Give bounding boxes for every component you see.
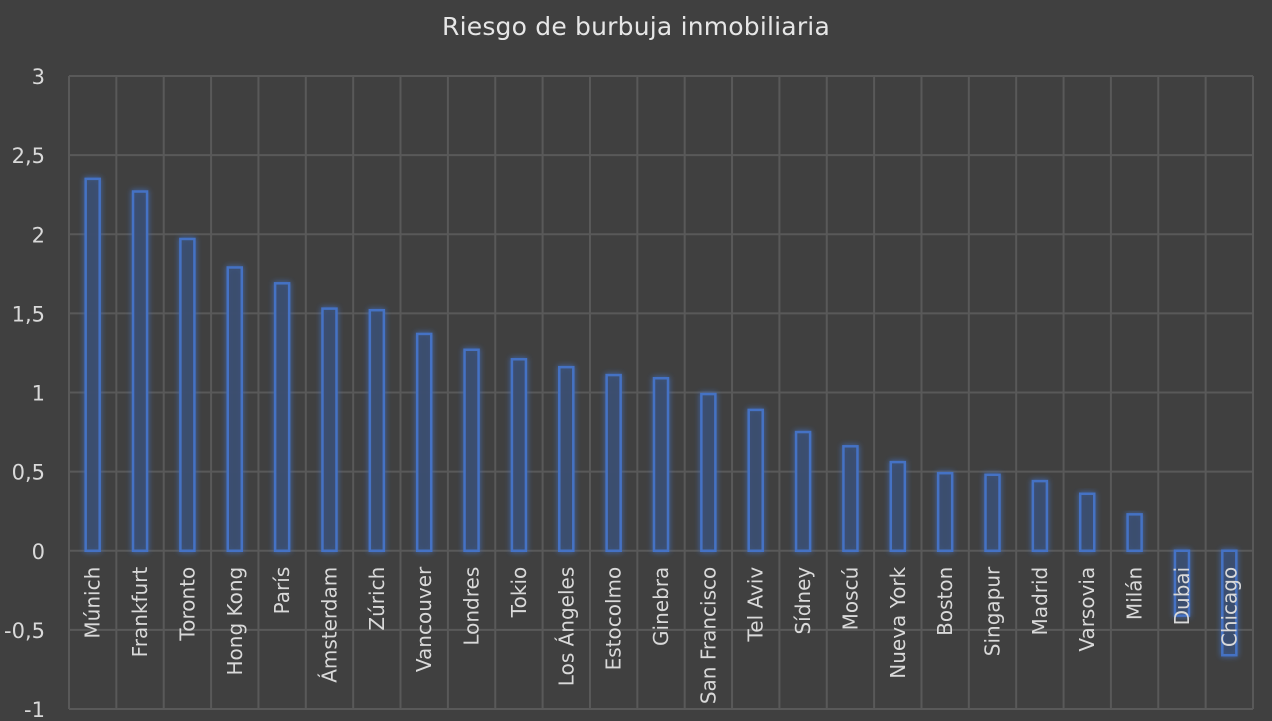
bar-frankfurt	[131, 190, 149, 553]
x-tick-label: Frankfurt	[128, 567, 152, 658]
bar-singapur	[984, 473, 1001, 553]
bar-ámsterdam	[321, 307, 338, 552]
y-tick-label: 0	[32, 540, 45, 564]
x-tick-label: Los Ángeles	[554, 567, 578, 686]
bar-tel-aviv	[747, 408, 764, 552]
x-tick-label: Londres	[460, 567, 484, 646]
x-tick-label: Sídney	[791, 567, 815, 635]
bar-múnich	[84, 177, 101, 553]
x-tick-label: Boston	[933, 567, 957, 636]
y-tick-label: -1	[24, 698, 45, 721]
x-tick-label: Singapur	[981, 566, 1005, 656]
x-tick-label: Nueva York	[886, 566, 910, 678]
x-tick-label: Dubai	[1170, 567, 1194, 626]
gridlines	[68, 75, 1254, 710]
y-tick-label: 2,5	[12, 144, 45, 168]
bar-ginebra	[652, 377, 670, 552]
bar-dubai	[1173, 549, 1191, 617]
x-tick-label: Tel Aviv	[744, 567, 768, 643]
bar-madrid	[1031, 479, 1049, 552]
bar-milán	[1126, 513, 1143, 552]
x-tick-label: Estocolmo	[602, 567, 626, 671]
x-tick-label: Toronto	[175, 567, 199, 642]
bar-hong-kong	[226, 266, 244, 552]
bar-vancouver	[415, 332, 433, 553]
x-tick-label: San Francisco	[696, 567, 720, 704]
bar-tokio	[510, 358, 528, 552]
x-tick-label: Hong Kong	[223, 567, 247, 676]
x-tick-label: Ginebra	[649, 567, 673, 646]
x-tick-label: Ámsterdam	[317, 567, 341, 683]
x-tick-label: Chicago	[1217, 567, 1241, 647]
chart-title: Riesgo de burbuja inmobiliaria	[442, 12, 830, 41]
x-axis-labels: Múnich Frankfurt Toronto Hong Kong París Ámst…	[81, 566, 1242, 704]
y-axis-labels: 3 2,5 2 1,5 1 0,5 0 -0,5 -1	[4, 65, 45, 721]
x-tick-label: Tokio	[507, 567, 531, 618]
y-tick-label: -0,5	[4, 619, 45, 643]
bar-los-ángeles	[558, 365, 575, 552]
x-tick-label: Múnich	[81, 567, 105, 639]
y-tick-label: 1,5	[12, 302, 45, 326]
y-tick-label: 3	[32, 65, 45, 89]
bar-moscú	[842, 445, 859, 552]
bar-estocolmo	[605, 373, 622, 552]
y-tick-label: 0,5	[12, 461, 45, 485]
bar-varsovia	[1078, 492, 1096, 552]
x-tick-label: Moscú	[838, 567, 862, 631]
x-tick-label: Madrid	[1028, 567, 1052, 636]
bar-san-francisco	[700, 392, 717, 552]
bar-londres	[463, 348, 480, 552]
bar-sídney	[794, 430, 812, 552]
y-tick-label: 2	[32, 223, 45, 247]
x-tick-label: Varsovia	[1075, 567, 1099, 652]
x-tick-label: Vancouver	[412, 566, 436, 672]
y-tick-label: 1	[32, 382, 45, 406]
bar-boston	[936, 471, 954, 552]
bar-nueva-york	[889, 460, 907, 553]
x-tick-label: Zúrich	[365, 567, 389, 631]
bar-zúrich	[368, 308, 386, 552]
bar-chicago	[1221, 549, 1238, 657]
bar-toronto	[179, 237, 196, 552]
bars	[84, 177, 1238, 657]
bar-parís	[273, 282, 291, 552]
x-tick-label: Milán	[1123, 567, 1147, 620]
x-tick-label: París	[270, 567, 294, 615]
